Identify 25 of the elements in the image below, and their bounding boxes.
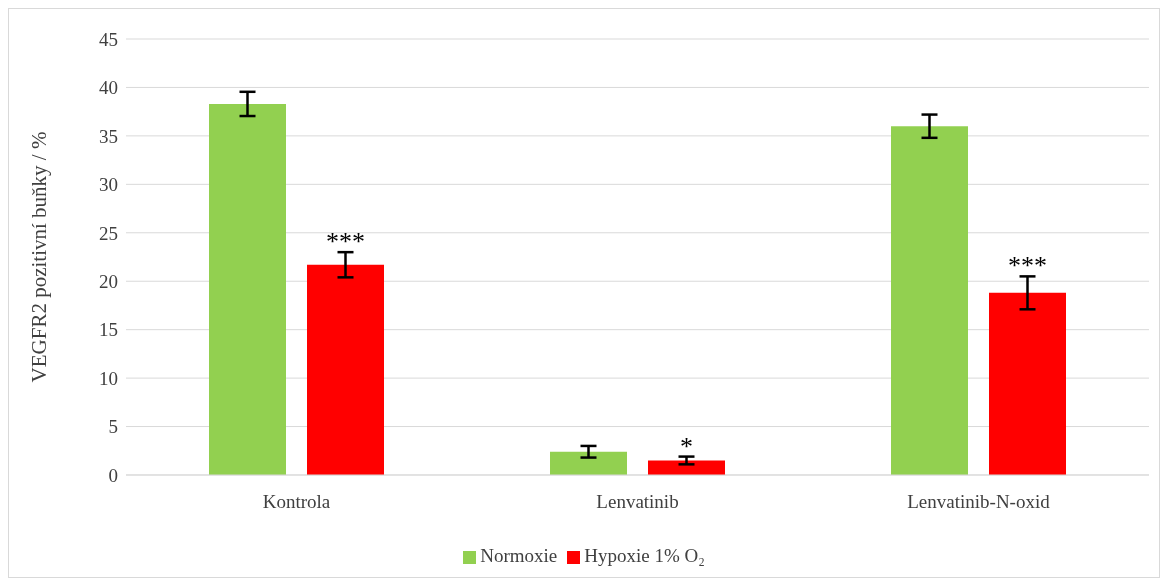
y-tick-label: 30 bbox=[99, 174, 118, 196]
x-tick-label: Kontrola bbox=[262, 491, 331, 513]
y-tick-label: 5 bbox=[108, 416, 118, 438]
annotation: * bbox=[680, 431, 693, 461]
y-tick-label: 45 bbox=[99, 28, 118, 50]
bar bbox=[891, 126, 968, 475]
y-tick-label: 40 bbox=[99, 77, 118, 99]
y-axis-title: VEGFR2 pozitivní buňky / % bbox=[27, 131, 52, 383]
annotation: *** bbox=[1008, 251, 1047, 281]
y-tick-label: 25 bbox=[99, 222, 118, 244]
bar bbox=[307, 264, 384, 475]
bar bbox=[648, 460, 725, 475]
x-tick-label: Lenvatinib-N-oxid bbox=[907, 491, 1051, 513]
y-tick-label: 10 bbox=[99, 367, 118, 389]
annotation: *** bbox=[326, 227, 365, 257]
x-tick-label: Lenvatinib bbox=[596, 491, 679, 513]
bar bbox=[209, 103, 286, 475]
y-tick-label: 35 bbox=[99, 125, 118, 147]
y-tick-label: 15 bbox=[99, 319, 118, 341]
legend-label: Hypoxie 1% O₂ bbox=[584, 545, 705, 566]
legend-label: Normoxie bbox=[480, 545, 558, 566]
y-tick-label: 0 bbox=[108, 464, 118, 486]
bar bbox=[550, 451, 627, 475]
bar bbox=[989, 292, 1066, 475]
y-tick-label: 20 bbox=[99, 270, 118, 292]
